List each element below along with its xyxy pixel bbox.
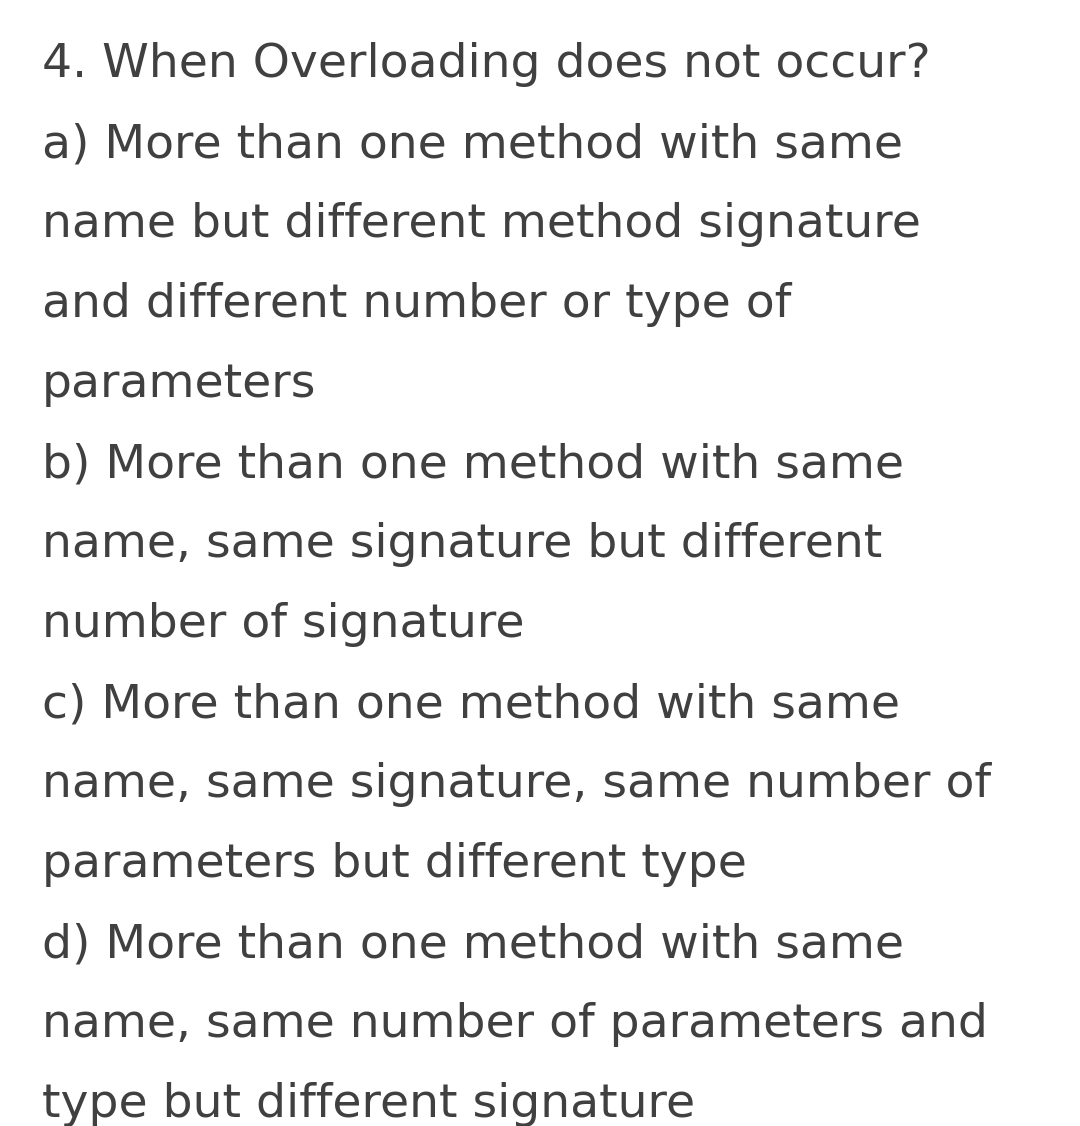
Text: name, same signature but different: name, same signature but different — [42, 522, 882, 568]
Text: name but different method signature: name but different method signature — [42, 202, 921, 247]
Text: number of signature: number of signature — [42, 602, 525, 647]
Text: parameters: parameters — [42, 361, 316, 406]
Text: name, same number of parameters and: name, same number of parameters and — [42, 1002, 988, 1047]
Text: and different number or type of: and different number or type of — [42, 282, 792, 327]
Text: parameters but different type: parameters but different type — [42, 842, 747, 887]
Text: b) More than one method with same: b) More than one method with same — [42, 443, 904, 488]
Text: a) More than one method with same: a) More than one method with same — [42, 122, 903, 167]
Text: name, same signature, same number of: name, same signature, same number of — [42, 762, 991, 807]
Text: 4. When Overloading does not occur?: 4. When Overloading does not occur? — [42, 42, 931, 87]
Text: d) More than one method with same: d) More than one method with same — [42, 922, 904, 967]
Text: c) More than one method with same: c) More than one method with same — [42, 682, 900, 727]
Text: type but different signature: type but different signature — [42, 1082, 696, 1126]
